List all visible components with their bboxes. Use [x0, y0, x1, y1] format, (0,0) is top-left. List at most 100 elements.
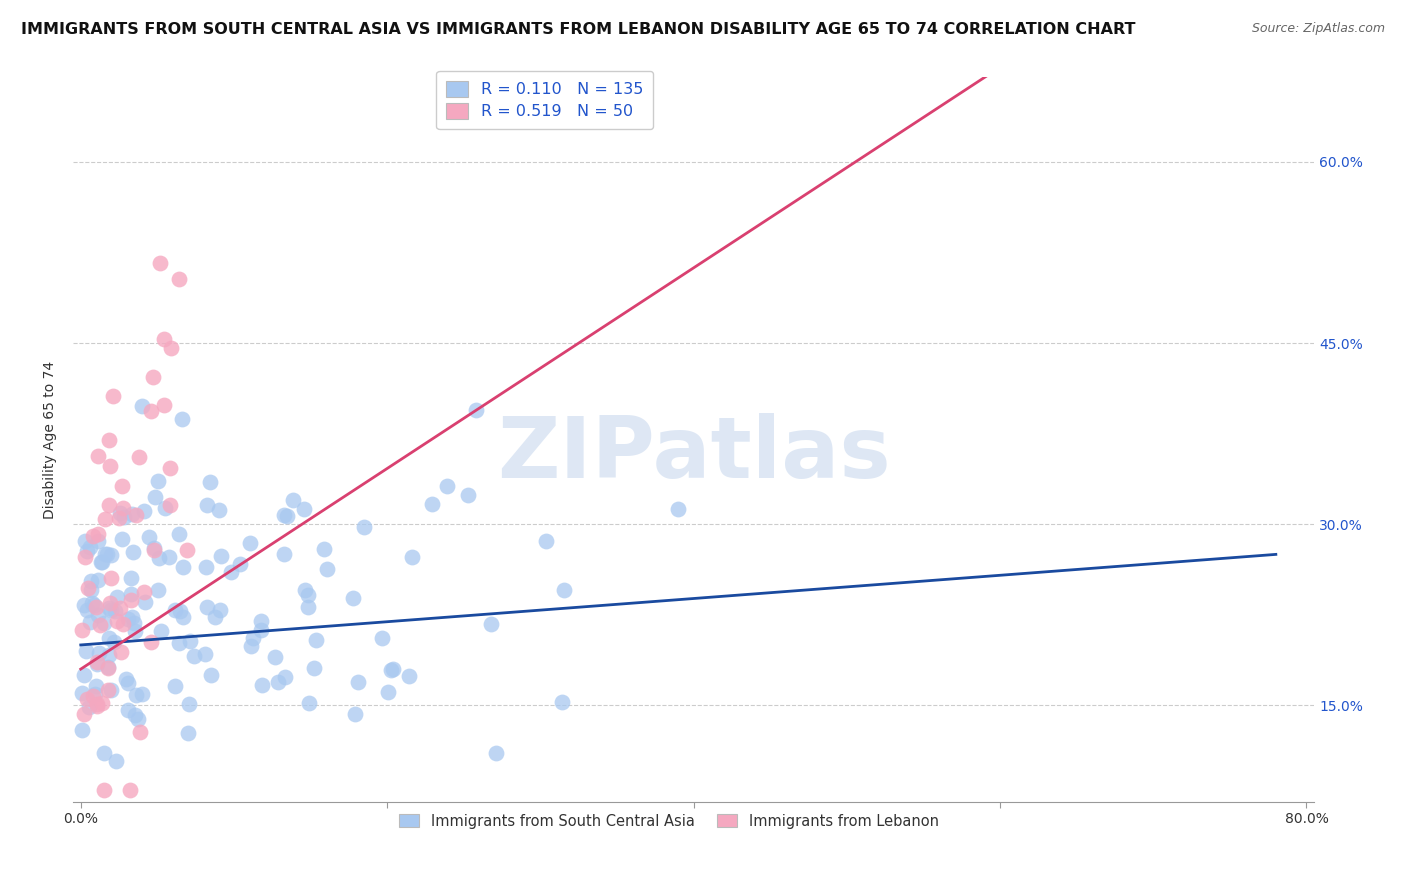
Point [93, 746, 115, 760]
Point [249, 623, 271, 637]
Point [87, 646, 110, 660]
Point [297, 588, 319, 602]
Point [179, 634, 201, 648]
Point [90, 696, 112, 710]
Point [228, 557, 250, 571]
Point [87, 608, 110, 623]
Point [100, 549, 122, 563]
Point [297, 696, 319, 710]
Point [125, 508, 148, 523]
Point [82, 528, 104, 542]
Point [131, 399, 153, 413]
Point [86, 599, 108, 614]
Point [80, 582, 103, 597]
Point [163, 603, 186, 617]
Text: ZIPatlas: ZIPatlas [496, 413, 890, 496]
Point [139, 634, 162, 648]
Point [342, 591, 364, 606]
Point [129, 725, 152, 739]
Point [98, 458, 121, 473]
Point [312, 542, 335, 557]
Point [479, 616, 502, 631]
Point [127, 712, 149, 726]
Point [208, 503, 231, 517]
Point [121, 545, 143, 559]
Point [146, 583, 169, 598]
Point [132, 584, 155, 599]
Point [86, 656, 108, 670]
Point [267, 675, 290, 690]
Point [197, 599, 219, 614]
Point [105, 754, 128, 768]
Point [274, 670, 297, 684]
Point [87, 533, 110, 548]
Point [96, 682, 118, 697]
Point [112, 510, 135, 524]
Point [252, 677, 274, 691]
Point [200, 668, 222, 682]
Point [239, 639, 262, 653]
Point [86, 679, 108, 693]
Point [183, 648, 205, 663]
Point [97, 499, 120, 513]
Point [94, 547, 117, 561]
Point [120, 782, 142, 797]
Point [97, 648, 120, 662]
Point [83, 598, 105, 612]
Point [75, 644, 97, 658]
Point [100, 571, 122, 585]
Point [160, 341, 183, 355]
Point [72, 668, 94, 682]
Point [101, 389, 124, 403]
Point [242, 632, 264, 646]
Point [124, 707, 146, 722]
Point [153, 333, 176, 347]
Point [170, 411, 193, 425]
Point [176, 726, 198, 740]
Point [111, 479, 134, 493]
Point [100, 603, 122, 617]
Point [153, 501, 176, 516]
Point [134, 595, 156, 609]
Point [128, 450, 150, 464]
Point [209, 549, 232, 563]
Point [343, 707, 366, 722]
Point [97, 659, 120, 673]
Point [264, 650, 287, 665]
Point [82, 689, 104, 703]
Point [121, 592, 143, 607]
Point [105, 591, 128, 605]
Point [172, 560, 194, 574]
Point [80, 574, 103, 588]
Y-axis label: Disability Age 65 to 74: Disability Age 65 to 74 [44, 360, 58, 519]
Point [100, 596, 122, 610]
Point [73, 550, 96, 565]
Point [117, 611, 139, 625]
Point [103, 634, 125, 648]
Point [86, 699, 108, 714]
Point [97, 661, 120, 675]
Point [112, 616, 135, 631]
Point [176, 543, 198, 558]
Point [90, 555, 112, 569]
Point [177, 698, 200, 712]
Point [111, 533, 134, 547]
Point [172, 610, 194, 624]
Point [120, 587, 142, 601]
Point [534, 533, 557, 548]
Point [169, 604, 191, 618]
Point [110, 506, 132, 520]
Point [377, 685, 399, 699]
Point [297, 600, 319, 615]
Point [195, 559, 218, 574]
Point [436, 479, 458, 493]
Point [148, 551, 170, 566]
Point [169, 636, 191, 650]
Point [84, 687, 107, 701]
Point [142, 541, 165, 555]
Point [167, 526, 190, 541]
Point [204, 610, 226, 624]
Point [117, 703, 139, 717]
Point [292, 502, 315, 516]
Point [100, 683, 122, 698]
